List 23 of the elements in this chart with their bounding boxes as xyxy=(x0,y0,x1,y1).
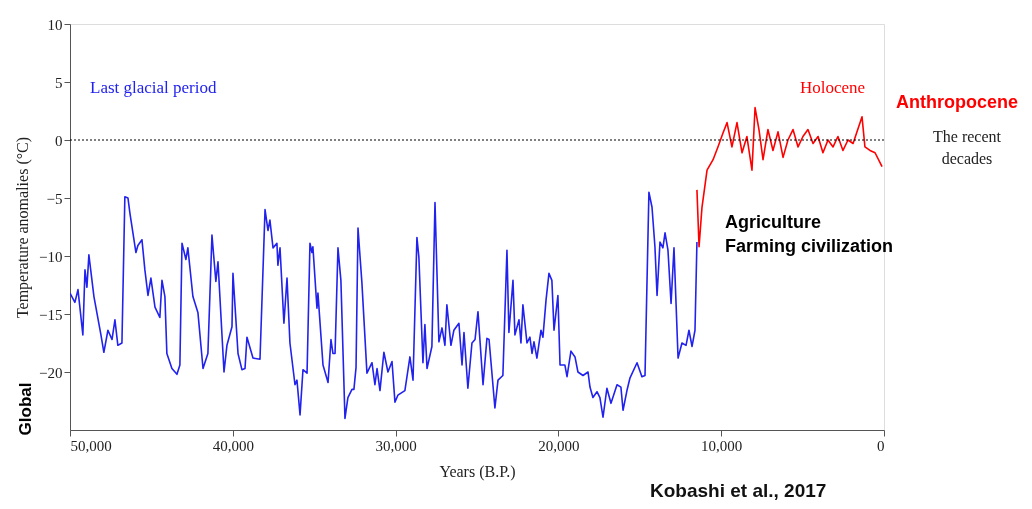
y-tick-label: −5 xyxy=(46,190,63,207)
x-tick-label: 50,000 xyxy=(70,437,112,454)
y-tick-label: 10 xyxy=(47,16,63,33)
annotation: Agriculture Farming civilization xyxy=(725,212,894,256)
x-tick-label: 10,000 xyxy=(701,437,743,454)
y-tick-label: −20 xyxy=(39,364,63,381)
x-tick-label: 0 xyxy=(877,437,885,454)
x-axis-title: Years (B.P.) xyxy=(439,462,516,481)
text: The recent decades xyxy=(933,128,1002,167)
text: Global xyxy=(16,382,35,436)
x-tick-label: 20,000 xyxy=(538,437,580,454)
text: Last glacial period xyxy=(90,78,217,97)
y-tick-label: −10 xyxy=(39,248,63,265)
series-label: Holocene xyxy=(800,78,866,97)
text: Anthropocene xyxy=(896,92,1019,112)
x-tick-label: 30,000 xyxy=(375,437,417,454)
y-tick-label: 5 xyxy=(55,74,63,91)
text: Kobashi et al., 2017 xyxy=(650,480,827,501)
x-tick-label: 40,000 xyxy=(212,437,254,454)
y-tick-label: −15 xyxy=(39,306,63,323)
y-tick-label: 0 xyxy=(55,132,63,149)
line-series xyxy=(70,191,698,420)
y-axis-title: Temperature anomalies (°C) xyxy=(14,136,33,319)
